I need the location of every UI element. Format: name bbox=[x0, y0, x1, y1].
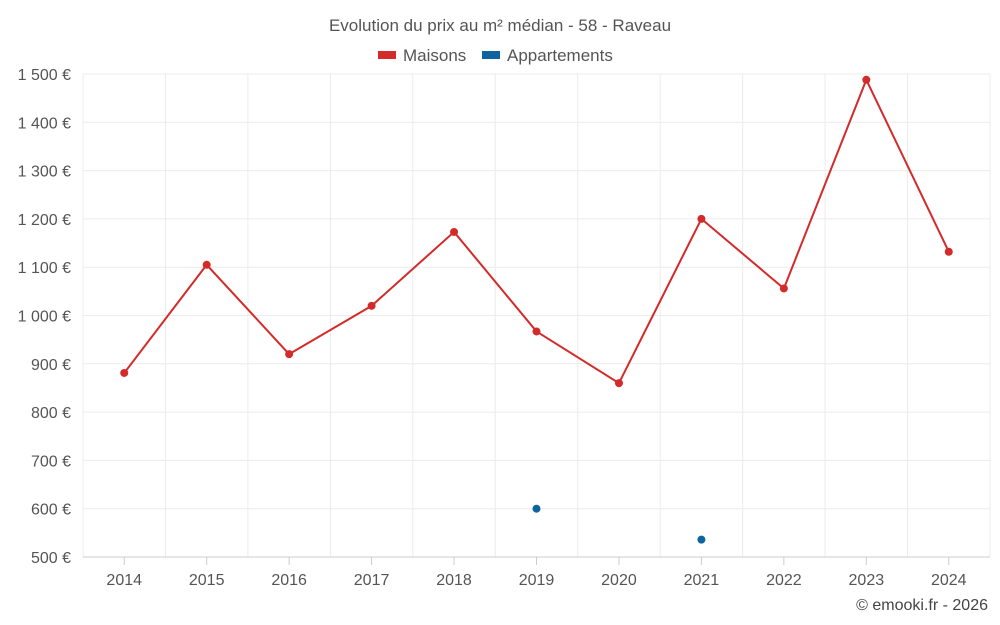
y-tick-label: 1 100 € bbox=[18, 260, 71, 277]
legend-label-maisons[interactable]: Maisons bbox=[403, 46, 466, 65]
x-tick-label: 2016 bbox=[271, 572, 307, 589]
y-axis-ticks: 500 € 600 € 700 € 800 € 900 € 1 000 € 1 100 € 1… bbox=[18, 67, 71, 567]
y-tick-label: 1 400 € bbox=[18, 115, 71, 132]
data-point-maisons[interactable] bbox=[285, 350, 294, 359]
x-tick-label: 2024 bbox=[931, 572, 967, 589]
legend-label-appartements[interactable]: Appartements bbox=[507, 46, 613, 65]
data-point-maisons[interactable] bbox=[697, 214, 706, 223]
y-tick-label: 1 300 € bbox=[18, 164, 71, 181]
data-point-maisons[interactable] bbox=[120, 368, 129, 377]
data-point-maisons[interactable] bbox=[532, 327, 541, 336]
x-tick-label: 2017 bbox=[354, 572, 390, 589]
x-tick-label: 2021 bbox=[684, 572, 720, 589]
chart-title: Evolution du prix au m² médian - 58 - Ra… bbox=[329, 16, 671, 35]
grid-layer bbox=[82, 73, 991, 558]
y-tick-label: 900 € bbox=[31, 357, 71, 374]
legend-swatch-appartements bbox=[482, 51, 500, 59]
x-tick-label: 2020 bbox=[601, 572, 637, 589]
x-tick-label: 2023 bbox=[849, 572, 885, 589]
data-point-maisons[interactable] bbox=[614, 379, 623, 388]
credit-text: © emooki.fr - 2026 bbox=[856, 597, 988, 614]
data-point-appartements[interactable] bbox=[697, 535, 706, 544]
data-point-maisons[interactable] bbox=[450, 227, 459, 236]
y-tick-label: 500 € bbox=[31, 550, 71, 567]
y-tick-label: 1 200 € bbox=[18, 212, 71, 229]
y-tick-label: 700 € bbox=[31, 453, 71, 470]
data-point-appartements[interactable] bbox=[532, 504, 541, 513]
x-tick-label: 2015 bbox=[189, 572, 225, 589]
x-axis-ticks: 2014 2015 2016 2017 2018 2019 2020 2021 2022 2023… bbox=[106, 557, 967, 589]
y-tick-label: 1 500 € bbox=[18, 67, 71, 84]
y-tick-label: 1 000 € bbox=[18, 309, 71, 326]
y-tick-label: 600 € bbox=[31, 502, 71, 519]
y-tick-label: 800 € bbox=[31, 405, 71, 422]
x-tick-label: 2019 bbox=[519, 572, 555, 589]
x-tick-label: 2018 bbox=[436, 572, 472, 589]
data-point-maisons[interactable] bbox=[862, 75, 871, 84]
series-layer bbox=[120, 75, 953, 544]
data-point-maisons[interactable] bbox=[367, 301, 376, 310]
x-tick-label: 2022 bbox=[766, 572, 802, 589]
data-point-maisons[interactable] bbox=[202, 260, 211, 269]
data-point-maisons[interactable] bbox=[944, 247, 953, 256]
data-point-maisons[interactable] bbox=[779, 284, 788, 293]
chart-legend: Maisons Appartements bbox=[378, 46, 613, 65]
legend-swatch-maisons bbox=[378, 51, 396, 59]
x-tick-label: 2014 bbox=[106, 572, 142, 589]
